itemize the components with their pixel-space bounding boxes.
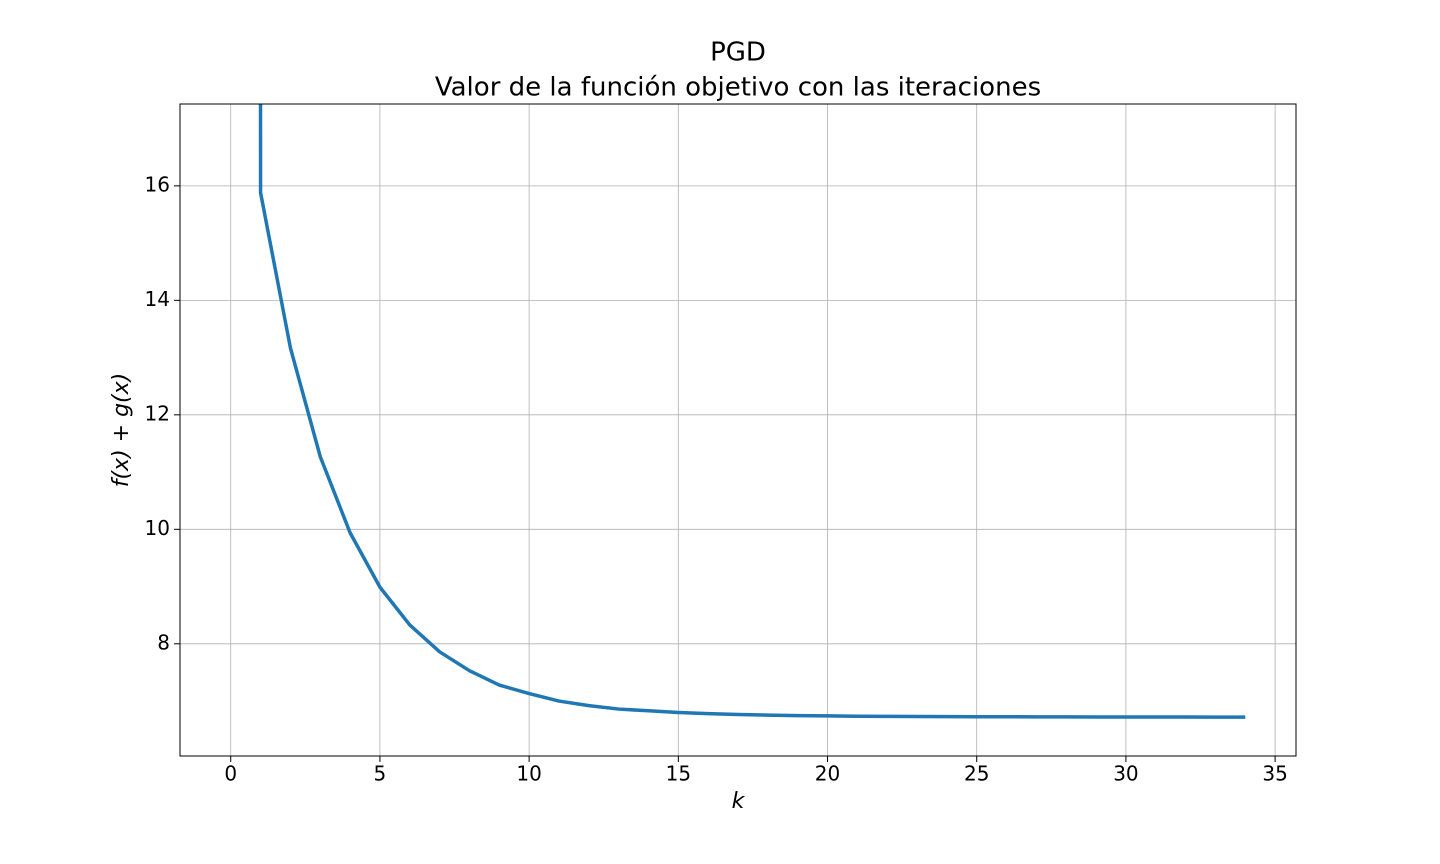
axes-frame [179,103,1297,757]
chart-title: PGD [710,38,766,68]
x-axis-label: k [732,789,746,814]
x-tick-label: 20 [815,762,840,786]
x-tick-label: 15 [666,762,691,786]
x-tick-label: 10 [516,762,541,786]
plot-area [258,104,1246,719]
y-axis-label: f(x) + g(x) [109,373,134,488]
y-tick-label: 12 [145,401,170,425]
x-tick-label: 30 [1113,762,1138,786]
y-tick-label: 16 [145,172,170,196]
x-tick-label: 0 [224,762,237,786]
x-tick-label: 35 [1262,762,1287,786]
y-tick-label: 8 [157,630,170,654]
y-tick-label: 10 [145,516,170,540]
data-line [258,104,1246,719]
chart-subtitle: Valor de la función objetivo con las ite… [435,73,1041,103]
x-tick-label: 5 [374,762,387,786]
y-tick-label: 14 [145,287,170,311]
grid [180,104,1296,756]
x-tick-label: 25 [964,762,989,786]
